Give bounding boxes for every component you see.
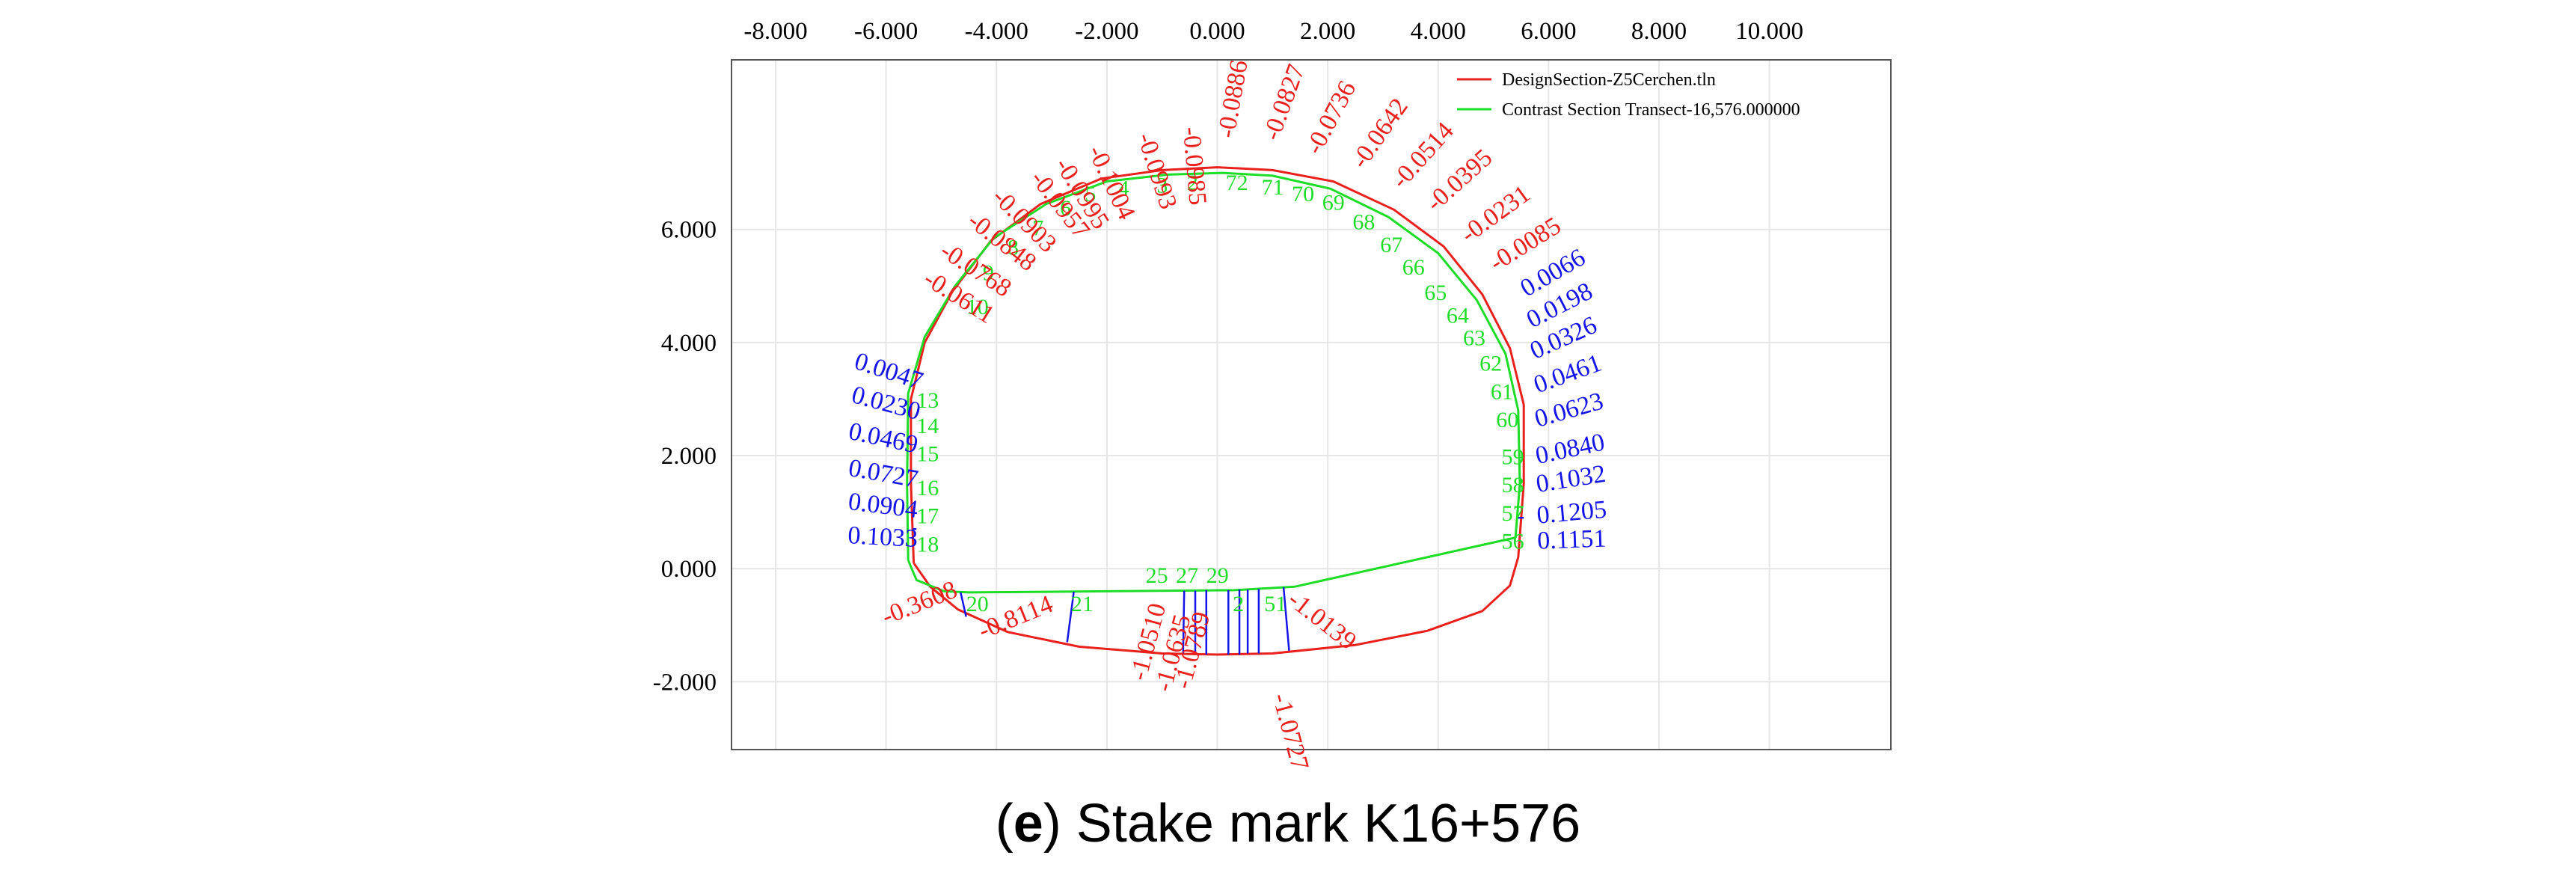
deviation-label: -0.0886 (1212, 58, 1254, 141)
x-tick-label: 10.000 (1735, 18, 1803, 45)
deviation-label: -1.0727 (1267, 690, 1314, 774)
point-label: 10 (966, 295, 989, 319)
point-label: 15 (916, 442, 939, 467)
deviation-label: -0.0993 (1132, 129, 1183, 212)
point-label: 2 (1233, 592, 1244, 616)
y-axis-ticks: 6.000 4.000 2.000 0.000 -2.000 (653, 217, 717, 696)
x-tick-label: 8.000 (1631, 18, 1687, 45)
deviation-label: 0.1205 (1536, 496, 1607, 530)
point-label: 8 (1008, 236, 1019, 260)
x-tick-label: -8.000 (743, 18, 807, 45)
point-label: 72 (1226, 171, 1248, 195)
legend-label: Contrast Section Transect-16,576.000000 (1502, 100, 1800, 120)
deviation-label: -0.3608 (878, 576, 961, 631)
point-label: 16 (916, 476, 939, 500)
point-label: 56 (1502, 530, 1524, 554)
point-label: 17 (916, 504, 939, 529)
chart-canvas: -8.000 -6.000 -4.000 -2.000 0.000 2.000 4.000 6… (653, 18, 1892, 774)
point-label: 6 (1060, 196, 1071, 221)
point-label: 70 (1292, 182, 1314, 206)
point-label: 9 (983, 261, 994, 286)
point-label: 64 (1447, 303, 1469, 328)
deviation-label: 0.1033 (847, 521, 919, 553)
legend: DesignSection-Z5Cerchen.tln Contrast Sect… (1457, 70, 1800, 120)
point-label: 27 (1176, 563, 1198, 588)
point-label: 29 (1206, 563, 1229, 588)
x-axis-ticks: -8.000 -6.000 -4.000 -2.000 0.000 2.000 4.000 6… (743, 18, 1803, 45)
point-label: 63 (1463, 326, 1485, 351)
caption-letter: e (1013, 794, 1043, 854)
point-label: 59 (1502, 444, 1524, 469)
deviation-line (1282, 586, 1290, 651)
point-label: 2 (1187, 171, 1198, 195)
x-tick-label: 2.000 (1300, 18, 1355, 45)
point-label: 62 (1479, 352, 1502, 376)
deviation-label: 0.1151 (1537, 525, 1607, 555)
point-label: 66 (1402, 255, 1425, 280)
point-label: 25 (1146, 563, 1168, 588)
series-group (906, 166, 1525, 656)
deviation-label: -0.0736 (1300, 76, 1361, 159)
deviation-lines (913, 516, 1524, 655)
point-label: 7 (1032, 215, 1043, 240)
point-label: 58 (1502, 473, 1524, 497)
x-tick-label: -2.000 (1075, 18, 1138, 45)
y-tick-label: 2.000 (661, 443, 717, 470)
deviation-line (1066, 591, 1075, 643)
deviation-label: -0.0827 (1257, 61, 1310, 144)
point-label: 20 (966, 592, 989, 616)
point-label: 57 (1502, 501, 1524, 526)
deviation-label: 0.0727 (847, 454, 921, 494)
legend-label: DesignSection-Z5Cerchen.tln (1502, 70, 1716, 90)
y-tick-label: -2.000 (653, 669, 717, 696)
point-label: 71 (1262, 175, 1284, 200)
point-label: 51 (1264, 592, 1287, 616)
point-label: 61 (1491, 379, 1513, 404)
deviation-line (960, 592, 967, 617)
point-label: 18 (916, 532, 939, 557)
x-tick-label: -6.000 (854, 18, 918, 45)
deviation-label: 0.0904 (847, 488, 919, 524)
plot-frame (731, 59, 1892, 750)
deviation-labels: -0.0611-0.0768-0.0848-0.0903-0.0957-0.09… (846, 58, 1607, 774)
point-label: 4 (1118, 176, 1129, 200)
point-label: 5 (1085, 182, 1096, 206)
point-label: 68 (1352, 210, 1375, 235)
y-tick-label: 6.000 (661, 217, 717, 244)
point-label: 67 (1380, 233, 1402, 257)
caption-text: Stake mark K16+576 (1061, 794, 1581, 854)
deviation-label: -1.0139 (1283, 586, 1361, 656)
y-tick-label: 4.000 (661, 330, 717, 357)
point-label: 69 (1322, 190, 1345, 215)
figure-caption: (e) Stake mark K16+576 (995, 794, 1581, 854)
point-label: 60 (1496, 408, 1518, 432)
point-label: 3 (1156, 174, 1168, 198)
y-tick-label: 0.000 (661, 556, 717, 583)
deviation-label: -0.0985 (1177, 126, 1212, 206)
x-tick-label: 0.000 (1189, 18, 1245, 45)
point-label: 14 (916, 414, 939, 438)
deviation-line (1182, 590, 1186, 654)
x-tick-label: 4.000 (1411, 18, 1466, 45)
x-tick-label: -4.000 (965, 18, 1028, 45)
x-tick-label: 6.000 (1521, 18, 1576, 45)
point-label: 21 (1071, 592, 1094, 616)
point-label: 13 (916, 388, 939, 413)
series-line-contrast (906, 171, 1521, 594)
point-label: 65 (1424, 281, 1447, 305)
